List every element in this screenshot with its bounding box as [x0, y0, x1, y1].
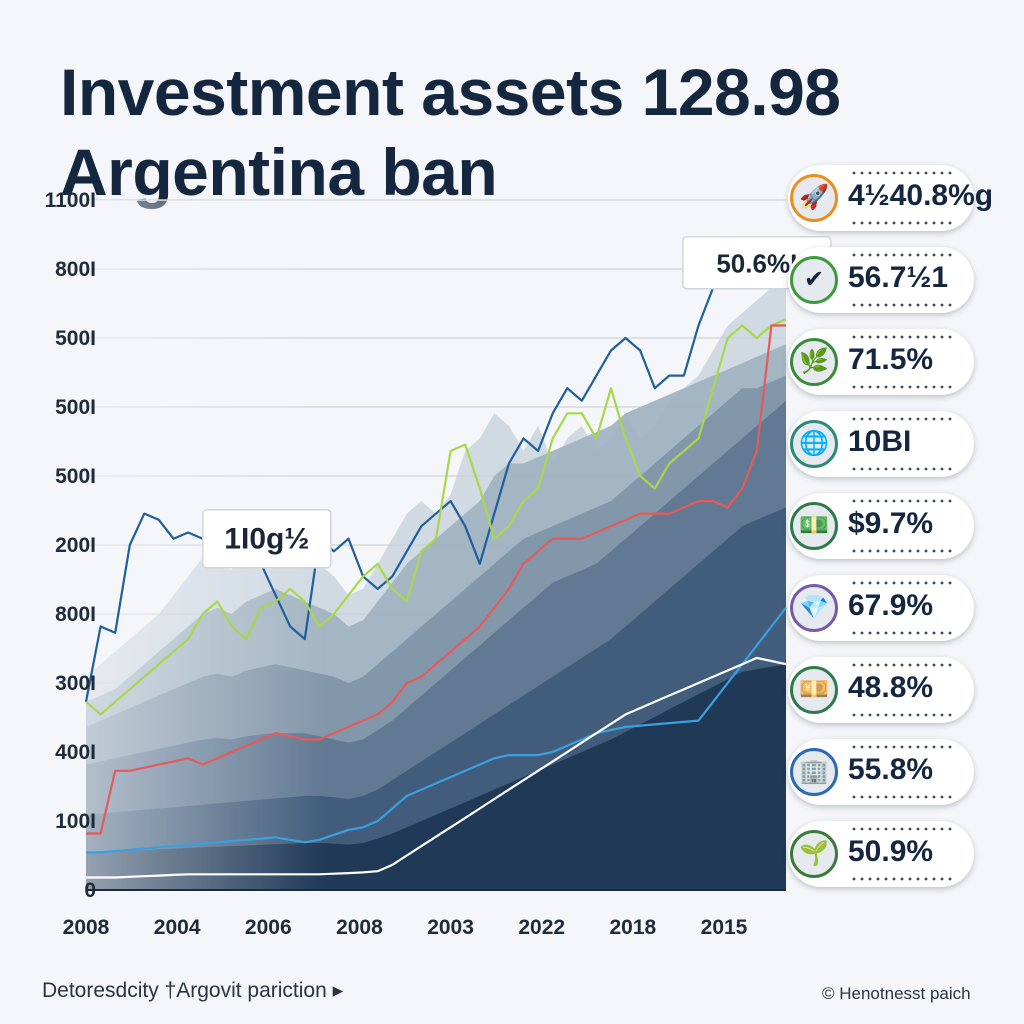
badge-dots-bottom [850, 549, 956, 553]
series-line [86, 324, 786, 835]
globe-icon: 🌐 [790, 420, 838, 468]
series-line [86, 607, 787, 854]
stat-badge-value: 67.9% [848, 589, 934, 622]
cash-icon: 💵 [790, 502, 838, 550]
banknote-icon: 💴 [790, 666, 838, 714]
badge-dots-bottom [850, 795, 956, 799]
series-line [86, 656, 787, 879]
x-tick-label: 2008 [336, 916, 383, 939]
gem-icon: 💎 [790, 584, 838, 632]
badge-dots-top [850, 253, 956, 257]
stat-badge-value: 55.8% [848, 753, 934, 786]
badge-dots-top [850, 745, 956, 749]
badge-dots-bottom [850, 221, 956, 225]
badge-dots-bottom [850, 877, 956, 881]
badge-dots-top [850, 335, 956, 339]
stat-badge: 💎 67.9% [788, 575, 974, 641]
footer-caption[interactable]: Detoresdcity †Argovit pariction ▸ [42, 979, 344, 1002]
series-line [85, 318, 787, 716]
y-axis-tick-labels: 0 100I 400I 300I 800I 200I 500I 500I 500I 800I 110… [45, 189, 96, 902]
chart-title-line-1: Investment assets 128.98 [60, 55, 841, 129]
x-tick-label: 2003 [427, 916, 474, 939]
badge-dots-bottom [850, 303, 956, 307]
badge-dots-bottom [850, 713, 956, 717]
stat-badge-value: 48.8% [848, 671, 934, 704]
badge-dots-top [850, 663, 956, 667]
y-tick-label: 500I [55, 327, 96, 350]
stat-badge: 🏢 55.8% [788, 739, 974, 805]
y-tick-label: 0 [84, 879, 96, 902]
plant-icon: 🌱 [790, 830, 838, 878]
stat-badge: ✔ 56.7½1 [788, 247, 974, 313]
y-tick-label: 500I [55, 396, 96, 419]
leaf-icon: 🌿 [790, 338, 838, 386]
badge-dots-top [850, 827, 956, 831]
badge-dots-top [850, 499, 956, 503]
stat-badge-value: 10BI [848, 425, 912, 458]
chart-title: Investment assets 128.98 Argentina ban [60, 52, 841, 212]
x-tick-label: 2022 [518, 916, 565, 939]
callout-box [202, 508, 332, 569]
y-tick-label: 400I [55, 741, 96, 764]
stat-badge: 🚀 4½40.8%g [788, 165, 993, 231]
y-tick-label: 800I [55, 258, 96, 281]
y-tick-label: 500I [55, 465, 96, 488]
badge-dots-bottom [850, 467, 956, 471]
y-tick-label: 100I [55, 810, 96, 833]
y-tick-label: 300I [55, 672, 96, 695]
badge-dots-bottom [850, 631, 956, 635]
stat-badge: 💴 48.8% [788, 657, 974, 723]
x-tick-label: 2008 [63, 916, 110, 939]
stat-badge-value: $9.7% [848, 507, 934, 540]
stat-badge-value: 71.5% [848, 343, 934, 376]
x-tick-label: 2018 [609, 916, 656, 939]
building-icon: 🏢 [790, 748, 838, 796]
x-tick-label: 2004 [154, 916, 201, 939]
badge-dots-top [850, 581, 956, 585]
callout-label: 50.6%I [716, 249, 797, 279]
chart-title-line-2: Argentina ban [60, 135, 498, 209]
y-tick-label: 800I [55, 603, 96, 626]
y-tick-label: 1100I [45, 189, 96, 212]
badge-dots-bottom [850, 385, 956, 389]
stat-badge: 🌐 10BI [788, 411, 974, 477]
stat-badge-value: 50.9% [848, 835, 934, 868]
badge-dots-top [850, 171, 956, 175]
callout-label: 1I0g½ [224, 523, 309, 556]
y-tick-label: 200I [55, 534, 96, 557]
area-band [86, 664, 786, 890]
x-axis-tick-labels: 2008 2004 2006 2008 2003 2022 2018 2015 [63, 916, 748, 939]
stat-badge-value: 56.7½1 [848, 261, 949, 294]
stat-badge: 💵 $9.7% [788, 493, 974, 559]
stat-badge: 🌿 71.5% [788, 329, 974, 395]
badge-dots-top [850, 417, 956, 421]
stat-badge-value: 4½40.8%g [848, 179, 994, 212]
footer-credit: © Henotnesst paich [822, 984, 971, 1003]
checkmark-icon: ✔ [790, 256, 838, 304]
stat-badge: 🌱 50.9% [788, 821, 974, 887]
x-tick-label: 2006 [245, 916, 292, 939]
x-tick-label: 2015 [701, 916, 748, 939]
rocket-icon: 🚀 [790, 174, 838, 222]
